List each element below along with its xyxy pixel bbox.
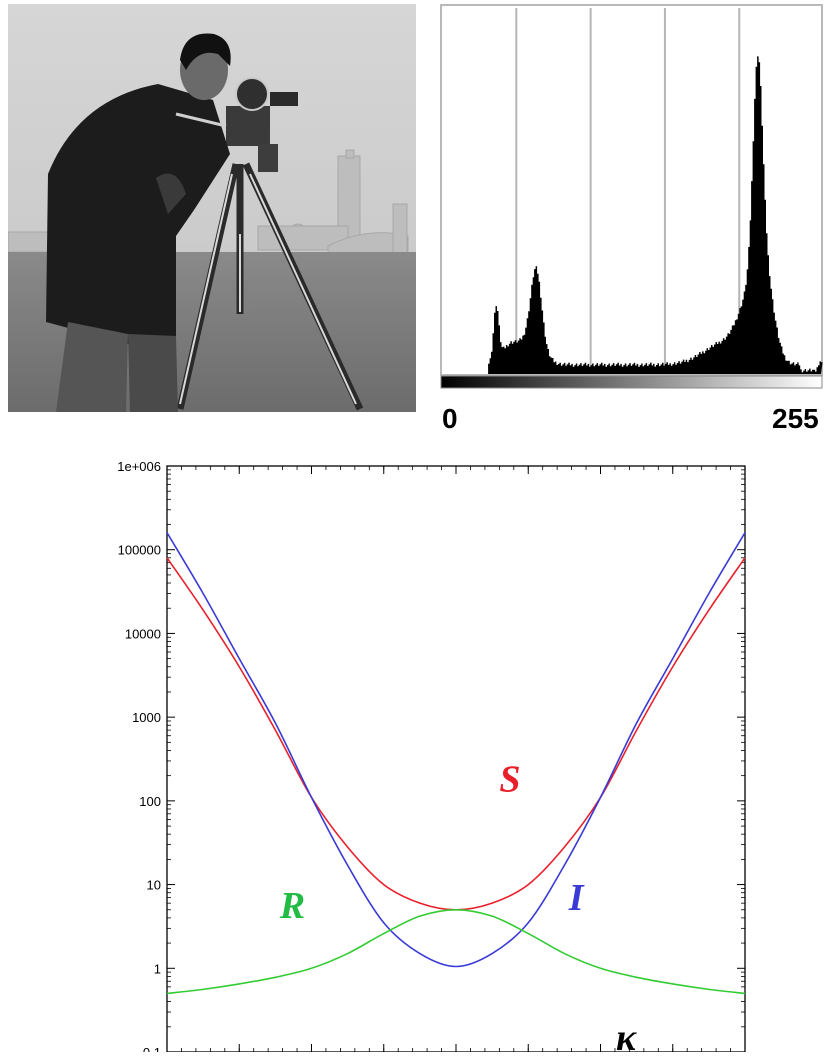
- y-tick-label: 10000: [125, 626, 161, 641]
- histogram-gridlines: [515, 8, 741, 374]
- cameraman-photo: [8, 4, 416, 412]
- y-tick-label: 1000: [132, 710, 161, 725]
- series-line-I: [166, 532, 746, 968]
- histogram-min-label: 0: [442, 403, 458, 434]
- curve-label-R: R: [279, 885, 305, 927]
- y-tick-label: 100000: [118, 543, 161, 558]
- curve-label-S: S: [499, 758, 520, 800]
- axis-tick-labels: -2-1.5-1-0.500.511.520.11101001000100001…: [117, 459, 161, 1052]
- y-tick-label: 0.1: [143, 1045, 161, 1052]
- y-tick-label: 10: [147, 878, 161, 893]
- movie-camera: [226, 77, 298, 172]
- series-line-R: [166, 908, 746, 995]
- histogram-bars: [486, 56, 823, 375]
- series-curves: [166, 532, 746, 995]
- series-line-S: [166, 557, 746, 911]
- y-tick-label: 1e+006: [117, 459, 161, 474]
- plot-frame: [166, 465, 746, 1052]
- axis-ticks: [166, 465, 746, 1052]
- histogram-panel: 0 255: [440, 4, 823, 434]
- tripod-highlights: [179, 173, 357, 405]
- y-tick-label: 100: [139, 794, 161, 809]
- cameraman-figure: [46, 33, 231, 412]
- gray-ramp-bar: [440, 375, 823, 389]
- x-axis-label: κ: [616, 1017, 637, 1052]
- curve-label-I: I: [568, 877, 585, 919]
- curve-annotations: S I R: [279, 758, 585, 927]
- y-tick-label: 1: [154, 961, 161, 976]
- histogram-max-label: 255: [772, 403, 819, 434]
- log-scale-chart: -2-1.5-1-0.500.511.520.11101001000100001…: [117, 459, 746, 1052]
